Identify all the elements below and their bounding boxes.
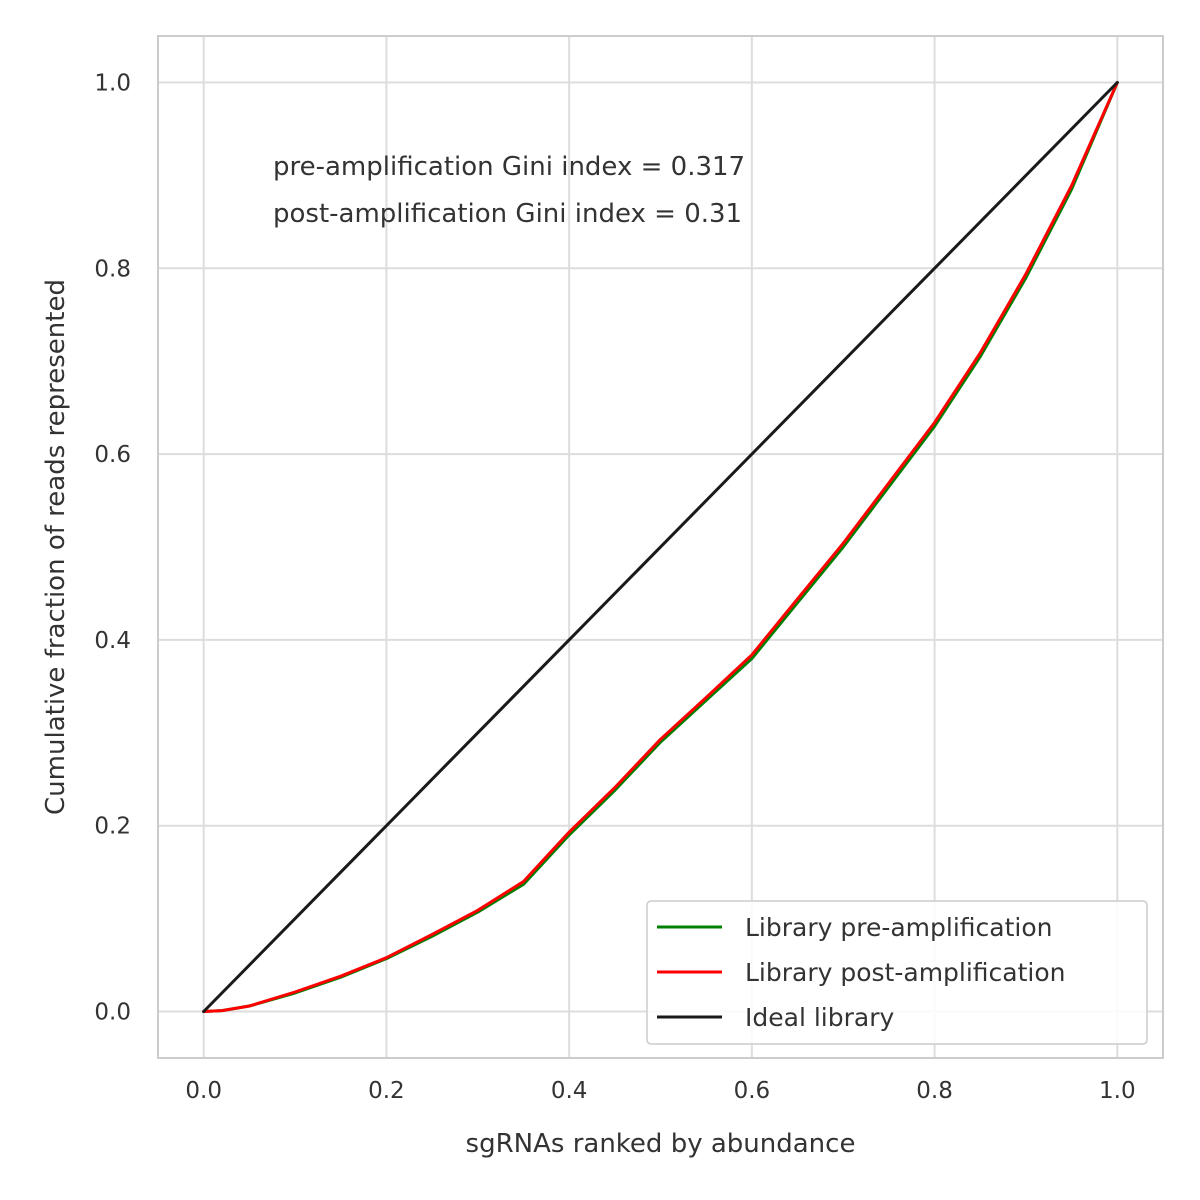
- legend-box: [646, 900, 1148, 1045]
- x-tick-label: 1.0: [1099, 1078, 1136, 1104]
- series-layer: [202, 81, 1119, 1013]
- y-axis-label: Cumulative fraction of reads represented: [41, 279, 71, 815]
- y-tick-label: 0.6: [94, 442, 131, 468]
- x-tick-label: 0.6: [734, 1078, 771, 1104]
- y-tick-label: 0.2: [94, 814, 131, 840]
- legend-label: Ideal library: [745, 1003, 894, 1032]
- gini-annotation-pre: pre-amplification Gini index = 0.317: [273, 152, 745, 182]
- y-tick-label: 0.8: [94, 256, 131, 282]
- series-line-library-post-amplification: [202, 81, 1119, 1013]
- grid: [158, 36, 1163, 1058]
- series-line-ideal-library: [202, 81, 1119, 1013]
- x-tick-label: 0.0: [185, 1078, 222, 1104]
- y-tick-label: 0.4: [94, 628, 131, 654]
- legend-label: Library pre-amplification: [745, 913, 1053, 942]
- legend: Library pre-amplification Library post-am…: [646, 900, 1148, 1045]
- tick-labels: 0.0 0.2 0.4 0.6 0.8 1.0 0.0 0.2 0.4 0.6 0.8 1.0: [94, 70, 1135, 1104]
- x-axis-label: sgRNAs ranked by abundance: [466, 1129, 856, 1159]
- legend-label: Library post-amplification: [745, 958, 1066, 987]
- y-tick-label: 0.0: [94, 1000, 131, 1026]
- x-tick-label: 0.4: [551, 1078, 588, 1104]
- plot-frame: [157, 35, 1164, 1059]
- y-tick-label: 1.0: [94, 70, 131, 96]
- gini-annotation-post: post-amplification Gini index = 0.31: [273, 199, 742, 229]
- x-tick-label: 0.8: [916, 1078, 953, 1104]
- x-tick-label: 0.2: [368, 1078, 405, 1104]
